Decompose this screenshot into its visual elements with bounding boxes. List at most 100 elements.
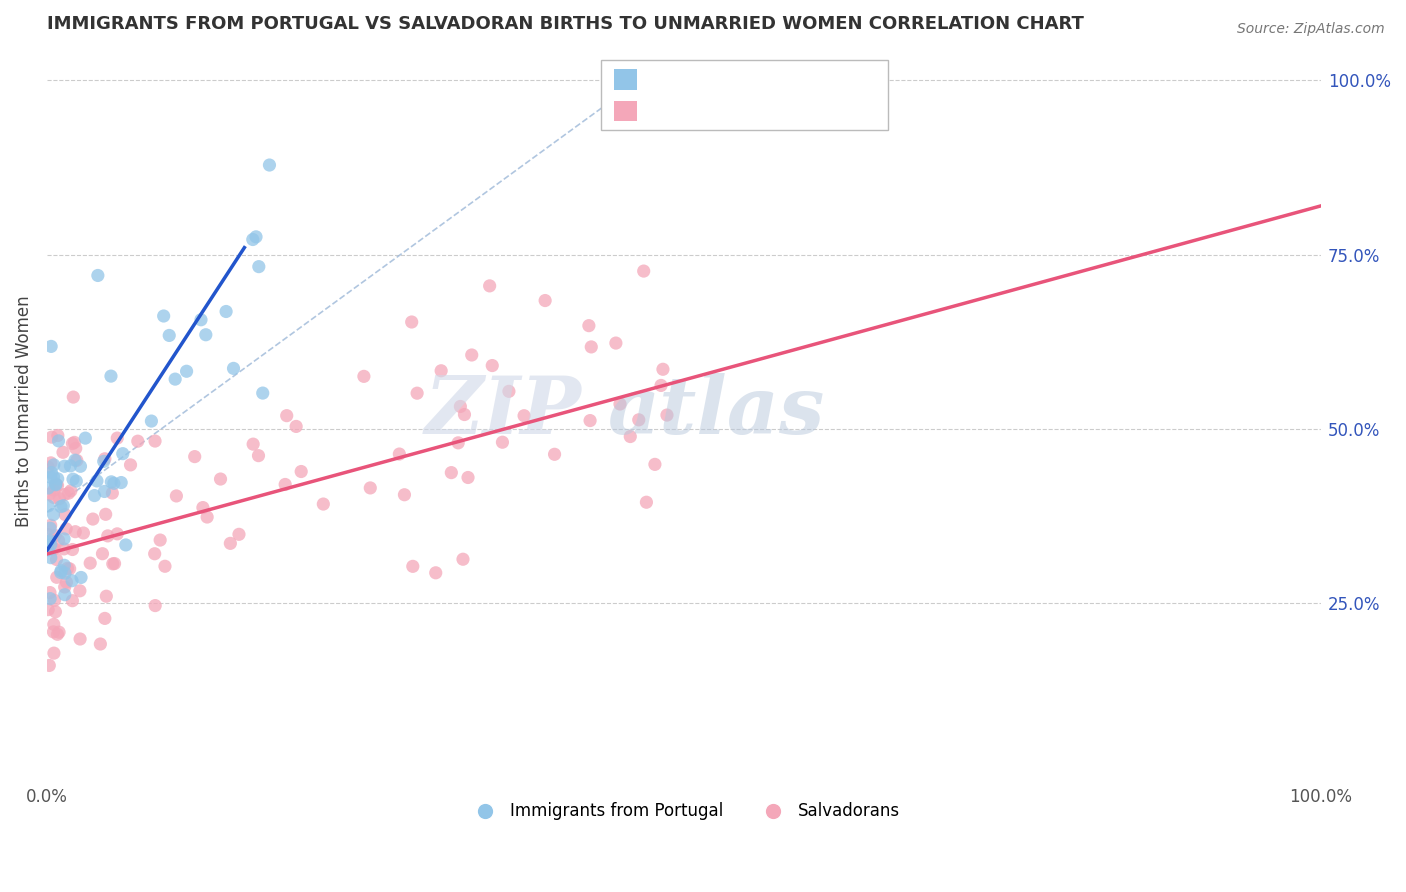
Point	[44, 605, 66, 619]
Point	[42, 483, 65, 498]
Point	[37, 499, 59, 513]
Point	[45, 476, 67, 491]
Point	[228, 527, 250, 541]
Point	[195, 510, 218, 524]
Point	[259, 158, 281, 172]
Point	[38, 533, 60, 548]
Point	[59, 483, 82, 498]
Point	[457, 470, 479, 484]
Point	[627, 413, 650, 427]
Point	[53, 541, 76, 556]
Point	[49, 564, 72, 578]
Point	[46, 627, 69, 641]
Point	[49, 566, 72, 580]
Point	[45, 477, 67, 491]
Point	[157, 328, 180, 343]
Point	[75, 431, 97, 445]
Point	[534, 293, 557, 308]
Point	[581, 340, 603, 354]
Point	[53, 588, 76, 602]
Point	[578, 318, 600, 333]
Point	[41, 466, 63, 480]
Point	[39, 470, 62, 484]
Point	[401, 315, 423, 329]
Point	[37, 539, 59, 553]
Point	[152, 309, 174, 323]
Point	[48, 434, 70, 448]
Point	[312, 497, 335, 511]
Point	[141, 414, 163, 428]
Point	[55, 575, 77, 590]
Point	[37, 542, 59, 557]
Point	[579, 414, 602, 428]
Point	[394, 488, 416, 502]
Point	[402, 559, 425, 574]
Point	[242, 233, 264, 247]
Point	[58, 486, 80, 500]
Point	[633, 264, 655, 278]
Point	[481, 359, 503, 373]
Point	[430, 364, 453, 378]
Point	[59, 562, 82, 576]
Point	[79, 556, 101, 570]
Point	[62, 542, 84, 557]
Point	[194, 327, 217, 342]
Point	[60, 593, 83, 607]
Point	[191, 500, 214, 515]
Point	[55, 522, 77, 536]
Point	[149, 533, 172, 547]
Point	[42, 617, 65, 632]
Point	[44, 528, 66, 542]
Point	[143, 434, 166, 448]
Point	[245, 230, 267, 244]
Point	[37, 602, 59, 616]
Point	[42, 458, 65, 472]
Point	[290, 465, 312, 479]
Point	[655, 408, 678, 422]
Point	[39, 456, 62, 470]
Text: Source: ZipAtlas.com: Source: ZipAtlas.com	[1237, 22, 1385, 37]
Point	[451, 552, 474, 566]
Point	[222, 361, 245, 376]
Point	[461, 348, 484, 362]
Point	[105, 526, 128, 541]
Point	[652, 362, 675, 376]
Text: R = 0.410   N = 122: R = 0.410 N = 122	[652, 102, 820, 120]
Point	[42, 470, 65, 484]
Point	[52, 499, 75, 513]
Point	[165, 372, 187, 386]
Point	[39, 538, 62, 552]
Point	[45, 570, 67, 584]
Point	[69, 632, 91, 646]
Bar	[602, 61, 887, 129]
Point	[252, 386, 274, 401]
Point	[39, 550, 62, 565]
Point	[644, 458, 666, 472]
Point	[111, 447, 134, 461]
Point	[62, 472, 84, 486]
Text: R = 0.439   N =  61: R = 0.439 N = 61	[652, 70, 814, 88]
Point	[45, 477, 67, 491]
Point	[388, 447, 411, 461]
Point	[406, 386, 429, 401]
Point	[66, 453, 89, 467]
Point	[274, 477, 297, 491]
Point	[449, 400, 471, 414]
Point	[498, 384, 520, 399]
Point	[143, 547, 166, 561]
Point	[65, 524, 87, 539]
Point	[353, 369, 375, 384]
Point	[69, 583, 91, 598]
Point	[605, 336, 627, 351]
Point	[96, 589, 118, 603]
Point	[38, 658, 60, 673]
Point	[63, 435, 86, 450]
Point	[53, 558, 76, 573]
Point	[37, 481, 59, 495]
Point	[636, 495, 658, 509]
Point	[46, 428, 69, 442]
Point	[63, 453, 86, 467]
Point	[89, 637, 111, 651]
Point	[65, 474, 87, 488]
Point	[93, 484, 115, 499]
